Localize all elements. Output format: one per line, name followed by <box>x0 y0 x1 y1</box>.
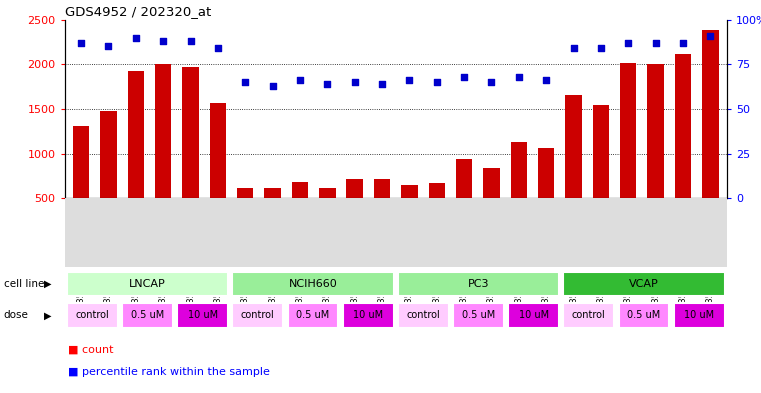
Bar <box>648 64 664 243</box>
Point <box>294 77 306 84</box>
Text: control: control <box>75 310 109 320</box>
Point <box>239 79 251 85</box>
Point <box>650 40 662 46</box>
Text: 10 uM: 10 uM <box>187 310 218 320</box>
Bar <box>565 95 581 243</box>
Bar <box>673 303 724 328</box>
Bar <box>508 303 559 328</box>
Point <box>321 81 333 87</box>
Text: 0.5 uM: 0.5 uM <box>296 310 330 320</box>
Bar <box>619 303 670 328</box>
Text: ▶: ▶ <box>43 279 51 289</box>
Bar <box>593 105 609 243</box>
Point <box>540 77 552 84</box>
Bar <box>183 67 199 243</box>
Text: GDS4952 / 202320_at: GDS4952 / 202320_at <box>65 6 211 18</box>
Point <box>403 77 416 84</box>
Text: 0.5 uM: 0.5 uM <box>131 310 164 320</box>
Bar <box>232 272 393 296</box>
Bar <box>456 159 473 243</box>
Point <box>458 74 470 80</box>
Bar <box>511 142 527 243</box>
Bar <box>374 179 390 243</box>
Text: VCAP: VCAP <box>629 279 659 289</box>
Bar <box>210 103 226 243</box>
Bar <box>620 62 636 243</box>
Point <box>75 40 88 46</box>
Bar <box>398 303 449 328</box>
Point <box>568 45 580 51</box>
Text: NCIH660: NCIH660 <box>288 279 337 289</box>
Bar <box>428 183 445 243</box>
Bar <box>67 272 228 296</box>
Point <box>103 43 115 50</box>
Point <box>376 81 388 87</box>
Bar <box>128 71 144 243</box>
Point <box>431 79 443 85</box>
Bar <box>67 303 118 328</box>
Point <box>184 38 196 44</box>
Bar <box>346 179 363 243</box>
Bar <box>291 182 308 243</box>
Text: cell line: cell line <box>4 279 44 289</box>
Bar <box>319 188 336 243</box>
Text: 0.5 uM: 0.5 uM <box>627 310 661 320</box>
Bar <box>398 272 559 296</box>
Bar <box>702 30 718 243</box>
Text: 10 uM: 10 uM <box>353 310 384 320</box>
Text: ■ count: ■ count <box>68 344 114 354</box>
Point <box>486 79 498 85</box>
Bar <box>232 303 283 328</box>
Point <box>212 45 224 51</box>
Text: ▶: ▶ <box>43 310 51 320</box>
Point <box>157 38 169 44</box>
Point <box>595 45 607 51</box>
Bar <box>675 53 691 243</box>
Text: control: control <box>241 310 275 320</box>
Bar <box>483 168 500 243</box>
Bar <box>563 303 614 328</box>
Text: 10 uM: 10 uM <box>518 310 549 320</box>
Text: PC3: PC3 <box>468 279 489 289</box>
Bar <box>122 303 173 328</box>
Bar <box>563 272 724 296</box>
Point <box>677 40 689 46</box>
Bar <box>264 188 281 243</box>
Bar <box>155 64 171 243</box>
Bar <box>453 303 504 328</box>
Text: control: control <box>572 310 606 320</box>
Bar <box>237 188 253 243</box>
Bar <box>342 303 393 328</box>
Point <box>513 74 525 80</box>
Text: 10 uM: 10 uM <box>684 310 715 320</box>
Bar <box>73 126 89 243</box>
Text: ■ percentile rank within the sample: ■ percentile rank within the sample <box>68 367 270 377</box>
Bar <box>401 185 418 243</box>
Bar <box>288 303 339 328</box>
Bar <box>100 111 116 243</box>
Text: LNCAP: LNCAP <box>129 279 166 289</box>
Bar <box>177 303 228 328</box>
Point <box>349 79 361 85</box>
Bar <box>538 149 555 243</box>
Text: 0.5 uM: 0.5 uM <box>462 310 495 320</box>
Text: dose: dose <box>4 310 29 320</box>
Point <box>129 35 142 41</box>
Text: control: control <box>406 310 440 320</box>
Point <box>622 40 635 46</box>
Point <box>266 83 279 89</box>
Point <box>704 33 716 39</box>
